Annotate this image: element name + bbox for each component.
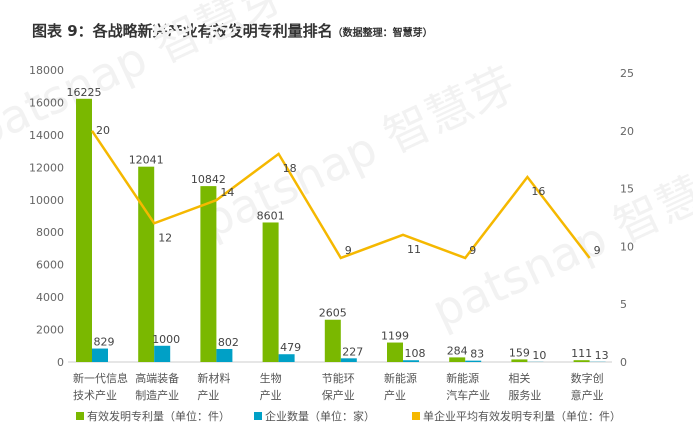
watermark: patsnap 智慧芽 xyxy=(194,56,524,248)
left-tick: 14000 xyxy=(29,129,64,142)
category-label: 新能源 xyxy=(384,371,417,385)
category-label: 高端装备 xyxy=(135,371,179,385)
right-tick: 20 xyxy=(620,125,634,138)
label-patents: 111 xyxy=(571,347,592,360)
left-tick: 2000 xyxy=(36,324,64,337)
label-patents: 1199 xyxy=(381,330,409,343)
left-tick: 0 xyxy=(57,356,64,369)
label-average: 20 xyxy=(96,124,110,137)
bar-patents xyxy=(76,98,92,363)
watermark: patsnap 智慧芽 xyxy=(424,146,693,338)
label-average: 9 xyxy=(469,244,476,257)
bar-companies xyxy=(278,354,295,362)
left-tick: 10000 xyxy=(29,194,64,207)
label-average: 11 xyxy=(407,243,421,256)
label-patents: 12041 xyxy=(129,154,164,167)
label-companies: 829 xyxy=(94,336,115,349)
category-label: 数字创 xyxy=(571,371,604,385)
label-companies: 83 xyxy=(470,348,484,361)
label-companies: 13 xyxy=(595,349,609,362)
category-label: 新一代信息 xyxy=(73,371,128,385)
label-companies: 227 xyxy=(342,345,363,358)
bar-patents xyxy=(387,342,403,362)
bar-patents xyxy=(200,186,217,362)
legend-label: 企业数量（单位：家） xyxy=(265,409,375,423)
label-average: 18 xyxy=(283,162,297,175)
bar-patents xyxy=(573,360,590,362)
bar-companies xyxy=(403,360,419,362)
bar-companies xyxy=(465,360,482,362)
left-tick: 12000 xyxy=(29,161,64,174)
bar-companies xyxy=(216,348,233,362)
bar-patents xyxy=(324,319,341,362)
bar-patents xyxy=(449,357,466,362)
label-companies: 479 xyxy=(280,341,301,354)
right-tick: 0 xyxy=(620,356,627,369)
bar-companies xyxy=(154,345,171,362)
right-tick: 25 xyxy=(620,67,634,80)
category-label: 产业 xyxy=(384,388,406,402)
left-tick: 4000 xyxy=(36,291,64,304)
title-text: 图表 9：各战略新兴产业有效发明专利量排名 xyxy=(32,22,333,40)
label-companies: 10 xyxy=(532,349,546,362)
line-average xyxy=(90,130,591,260)
category-label: 保产业 xyxy=(322,388,355,402)
bar-companies xyxy=(92,348,108,362)
bar-patents xyxy=(511,359,528,362)
category-label: 意产业 xyxy=(571,388,604,402)
left-tick: 16000 xyxy=(29,96,64,109)
label-patents: 284 xyxy=(447,344,468,357)
category-label: 新材料 xyxy=(197,371,230,385)
left-tick: 18000 xyxy=(29,64,64,77)
label-patents: 10842 xyxy=(191,173,226,186)
label-companies: 802 xyxy=(218,336,239,349)
right-tick: 15 xyxy=(620,183,634,196)
bar-companies xyxy=(340,358,357,362)
category-label: 制造产业 xyxy=(135,388,179,402)
label-patents: 16225 xyxy=(67,86,102,99)
category-label: 新能源 xyxy=(446,371,479,385)
bar-patents xyxy=(262,222,279,362)
category-label: 节能环 xyxy=(322,371,355,385)
subtitle-text: （数据整理：智慧芽） xyxy=(332,28,433,39)
legend-swatch xyxy=(76,412,84,420)
left-tick: 6000 xyxy=(36,259,64,272)
label-patents: 2605 xyxy=(319,307,347,320)
right-tick: 10 xyxy=(620,240,634,253)
label-patents: 8601 xyxy=(257,209,285,222)
legend-label: 单企业平均有效发明专利量（单位：件） xyxy=(423,409,621,423)
label-average: 12 xyxy=(158,231,172,244)
category-label: 产业 xyxy=(197,388,219,402)
category-label: 汽车产业 xyxy=(446,388,490,402)
legend-swatch xyxy=(254,412,262,420)
category-label: 相关 xyxy=(508,371,530,385)
category-label: 技术产业 xyxy=(73,388,117,402)
legend-label: 有效发明专利量（单位：件） xyxy=(87,409,230,423)
legend-swatch xyxy=(412,412,420,420)
label-average: 9 xyxy=(345,244,352,257)
chart-title: 图表 9：各战略新兴产业有效发明专利量排名（数据整理：智慧芽） xyxy=(32,20,433,41)
label-average: 14 xyxy=(220,186,234,199)
label-average: 16 xyxy=(531,185,545,198)
label-average: 9 xyxy=(594,244,601,257)
category-label: 服务业 xyxy=(508,389,541,402)
label-patents: 159 xyxy=(509,346,530,359)
label-companies: 1000 xyxy=(152,333,180,346)
left-tick: 8000 xyxy=(36,226,64,239)
category-label: 生物 xyxy=(260,371,282,385)
label-companies: 108 xyxy=(405,347,426,360)
right-tick: 5 xyxy=(620,298,627,311)
category-label: 产业 xyxy=(260,388,282,402)
